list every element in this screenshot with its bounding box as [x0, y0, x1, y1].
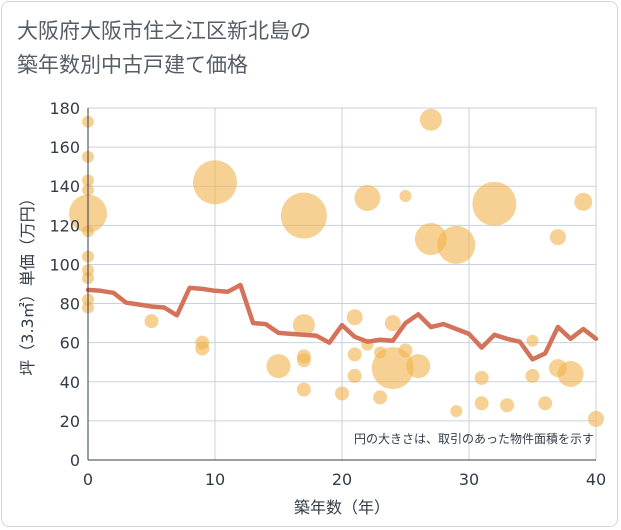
data-bubble	[474, 370, 489, 385]
x-tick-label: 20	[332, 470, 352, 489]
y-tick-label: 100	[49, 255, 80, 274]
average-line-series	[85, 282, 599, 362]
data-bubble	[549, 229, 566, 246]
data-bubble	[296, 353, 311, 368]
data-bubble	[373, 390, 388, 405]
data-bubble	[347, 347, 362, 362]
data-bubble	[195, 341, 210, 356]
data-bubble	[406, 354, 431, 379]
y-tick-label: 60	[60, 334, 80, 353]
y-tick-label: 140	[49, 177, 80, 196]
data-bubble	[526, 334, 539, 347]
data-bubble	[574, 192, 593, 211]
data-bubble	[472, 181, 517, 226]
x-axis-label: 築年数（年）	[294, 498, 390, 517]
size-note: 円の大きさは、取引のあった物件面積を示す	[354, 431, 594, 446]
average-price-line	[85, 282, 599, 362]
data-bubble	[292, 314, 315, 337]
chart-title: 大阪府大阪市住之江区新北島の 築年数別中古戸建て価格	[17, 19, 311, 77]
data-bubble	[437, 225, 476, 264]
data-bubble	[280, 192, 327, 239]
data-bubble	[538, 396, 553, 411]
y-tick-label: 180	[49, 99, 80, 118]
data-bubble	[557, 360, 584, 387]
data-bubble	[335, 386, 349, 401]
data-bubble	[266, 354, 291, 379]
x-tick-label: 10	[205, 470, 225, 489]
data-bubble	[296, 382, 311, 397]
x-tick-label: 30	[459, 470, 479, 489]
data-bubble	[371, 347, 414, 390]
data-bubble	[398, 343, 413, 358]
data-bubble	[347, 368, 362, 383]
data-bubble	[144, 314, 159, 329]
data-bubble	[419, 108, 442, 131]
x-tick-label: 40	[586, 470, 606, 489]
y-tick-label: 160	[49, 138, 80, 157]
y-tick-label: 120	[49, 216, 80, 235]
y-axis-label: 坪（3.3㎡）単価（万円）	[18, 190, 37, 375]
y-tick-label: 80	[60, 295, 80, 314]
data-bubble	[384, 315, 401, 332]
data-bubble	[193, 160, 237, 205]
x-tick-label: 0	[83, 470, 93, 489]
data-bubble	[474, 396, 489, 411]
data-bubble	[525, 368, 540, 383]
y-tick-label: 40	[60, 373, 80, 392]
data-bubble	[399, 190, 412, 202]
data-bubble	[354, 184, 381, 211]
data-bubble	[346, 309, 363, 326]
data-bubble	[500, 398, 515, 413]
data-bubble	[450, 405, 463, 418]
y-tick-label: 0	[70, 451, 80, 470]
data-bubble	[588, 410, 604, 427]
bubble-series	[69, 108, 604, 427]
grid-lines	[87, 107, 597, 461]
axes: 0 20 40 60 80 100 120 140 160 180 0 10 20 30 40	[49, 99, 606, 489]
y-tick-label: 20	[60, 412, 80, 431]
